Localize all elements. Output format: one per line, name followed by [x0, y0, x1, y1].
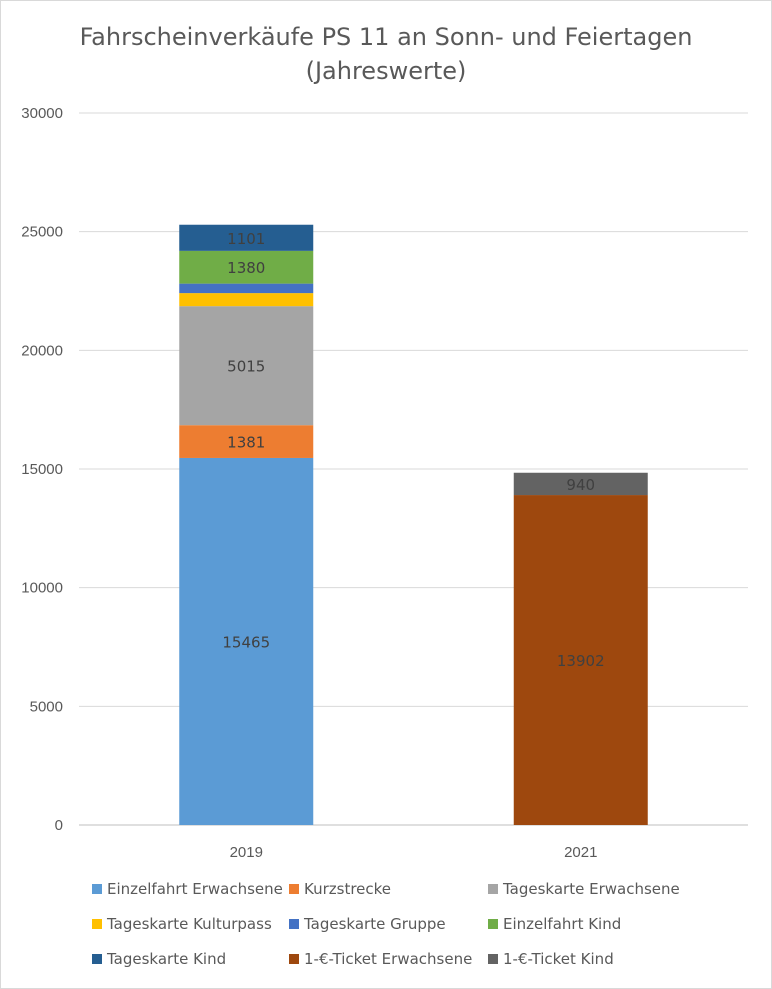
data-label-2021-series-7: 13902 [557, 652, 605, 670]
legend-swatch [488, 883, 498, 894]
legend-swatch [488, 953, 498, 964]
bar-2019-series-2 [179, 306, 314, 426]
legend-label: Einzelfahrt Erwachsene [107, 880, 283, 898]
legend-item: Einzelfahrt Kind [488, 913, 621, 935]
x-tick-label-2019: 2019 [230, 844, 263, 861]
bar-2019-series-4 [179, 283, 314, 294]
bar-2019-series-6 [179, 224, 314, 251]
legend-item: Kurzstrecke [289, 878, 391, 900]
legend-item: Tageskarte Erwachsene [488, 878, 680, 900]
legend-label: 1-€-Ticket Erwachsene [304, 950, 473, 968]
y-tick-label-25000: 25000 [21, 224, 63, 241]
bar-2019-series-1 [179, 425, 314, 458]
legend-label: Einzelfahrt Kind [503, 915, 622, 933]
legend-item: 1-€-Ticket Kind [488, 948, 614, 970]
x-tick-label-2021: 2021 [564, 844, 597, 861]
legend-label: Tageskarte Erwachsene [503, 880, 680, 898]
chart-title-line-1: Fahrscheinverkäufe PS 11 an Sonn- und Fe… [79, 23, 693, 51]
data-label-2019-series-2: 5015 [227, 358, 265, 376]
legend-swatch [289, 953, 299, 964]
legend-swatch [289, 918, 299, 929]
data-label-2021-series-8: 940 [566, 476, 595, 494]
legend-item: Tageskarte Kulturpass [92, 913, 272, 935]
y-tick-label-10000: 10000 [21, 580, 63, 597]
y-tick-label-20000: 20000 [21, 342, 63, 359]
legend-label: 1-€-Ticket Kind [503, 950, 614, 968]
stacked-bar-chart: 0 5000 10000 15000 20000 25000 30000 15465 1381 5… [21, 105, 748, 861]
legend-swatch [289, 883, 299, 894]
data-label-2019-series-5: 1380 [227, 259, 265, 277]
legend-item: Tageskarte Kind [92, 948, 226, 970]
legend-swatch [92, 883, 102, 894]
chart-title: Fahrscheinverkäufe PS 11 an Sonn- und Fe… [0, 20, 772, 88]
y-tick-label-5000: 5000 [30, 698, 63, 715]
legend-label: Tageskarte Kind [107, 950, 227, 968]
chart-title-line-2: (Jahreswerte) [305, 57, 467, 85]
y-tick-label-15000: 15000 [21, 461, 63, 478]
legend-swatch [92, 953, 102, 964]
bar-2019-series-0 [179, 457, 314, 825]
bar-2021-series-8 [513, 472, 648, 496]
legend-label: Kurzstrecke [304, 880, 392, 898]
legend-item: Tageskarte Gruppe [289, 913, 446, 935]
data-label-2019-series-6: 1101 [227, 230, 265, 248]
y-tick-label-0: 0 [55, 817, 63, 834]
legend-swatch [488, 918, 498, 929]
bar-2019-series-3 [179, 293, 314, 307]
data-label-2019-series-0: 15465 [222, 633, 270, 651]
legend-swatch [92, 918, 102, 929]
bar-2019-series-5 [179, 250, 314, 284]
legend-item: 1-€-Ticket Erwachsene [289, 948, 472, 970]
legend-label: Tageskarte Gruppe [304, 915, 446, 933]
data-label-2019-series-1: 1381 [227, 434, 265, 452]
bar-2021-series-7 [513, 495, 648, 825]
legend-label: Tageskarte Kulturpass [107, 915, 272, 933]
y-tick-label-30000: 30000 [21, 105, 63, 122]
legend-item: Einzelfahrt Erwachsene [92, 878, 283, 900]
